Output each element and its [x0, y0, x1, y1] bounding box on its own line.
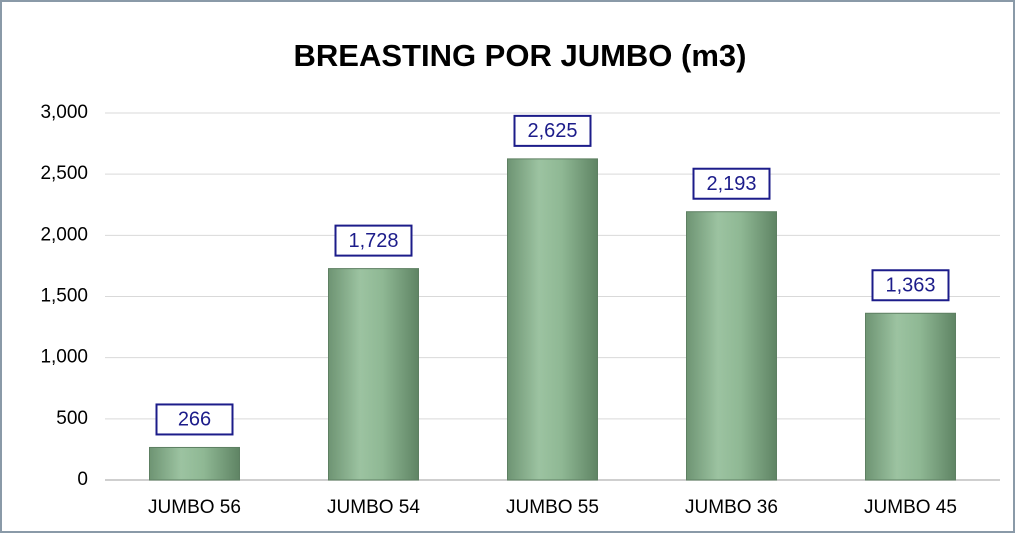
bar: [865, 312, 956, 481]
y-tick-label: 500: [56, 408, 88, 429]
x-tick-label: JUMBO 36: [685, 497, 778, 518]
value-label-box: [155, 403, 234, 436]
x-tick-label: JUMBO 55: [506, 497, 599, 518]
y-tick-label: 3,000: [40, 102, 88, 123]
x-tick-label: JUMBO 56: [148, 497, 241, 518]
bar: [686, 211, 777, 481]
value-label: 1,363: [885, 275, 935, 297]
value-label-box: [334, 224, 413, 257]
bar: [507, 158, 598, 481]
y-tick-label: 2,000: [40, 224, 88, 245]
chart-title: BREASTING POR JUMBO (m3): [294, 38, 747, 73]
x-tick-label: JUMBO 54: [327, 497, 420, 518]
value-label: 266: [178, 409, 211, 431]
bar: [149, 446, 240, 481]
value-label: 2,625: [527, 120, 577, 142]
x-tick-label: JUMBO 45: [864, 497, 957, 518]
y-tick-label: 1,000: [40, 347, 88, 368]
value-label: 1,728: [348, 230, 398, 252]
value-label-box: [692, 167, 771, 200]
y-tick-label: 2,500: [40, 163, 88, 184]
value-label-box: [513, 114, 592, 147]
y-tick-label: 1,500: [40, 286, 88, 307]
y-tick-label: 0: [77, 469, 88, 490]
value-label: 2,193: [706, 173, 756, 195]
value-label-box: [871, 269, 950, 302]
bar: [328, 268, 419, 481]
